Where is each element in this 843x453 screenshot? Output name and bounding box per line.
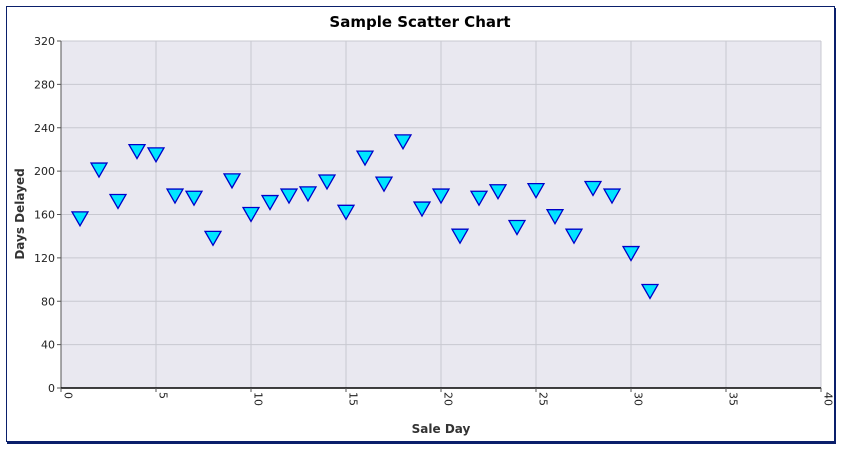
y-tick-label: 160 bbox=[34, 209, 55, 222]
y-tick-label: 80 bbox=[41, 295, 55, 308]
x-tick-label: 35 bbox=[726, 392, 739, 406]
data-point-marker bbox=[355, 150, 375, 167]
y-tick-label: 0 bbox=[48, 382, 55, 395]
y-tick-label: 40 bbox=[41, 339, 55, 352]
x-tick-label: 5 bbox=[156, 392, 169, 399]
data-point-marker bbox=[640, 283, 660, 300]
x-tick-label: 0 bbox=[61, 392, 74, 399]
data-point-marker bbox=[165, 188, 185, 205]
data-point-marker bbox=[621, 245, 641, 262]
data-point-marker bbox=[431, 188, 451, 205]
data-point-marker bbox=[89, 162, 109, 179]
x-axis-label: Sale Day bbox=[412, 422, 471, 436]
y-tick-label: 320 bbox=[34, 35, 55, 48]
data-point-marker bbox=[70, 211, 90, 228]
data-point-marker bbox=[184, 190, 204, 207]
data-point-marker bbox=[279, 188, 299, 205]
data-point-marker bbox=[526, 182, 546, 199]
grid-lines bbox=[60, 40, 822, 389]
x-tick-label: 15 bbox=[346, 392, 359, 406]
y-tick-label: 200 bbox=[34, 165, 55, 178]
y-tick-label: 240 bbox=[34, 122, 55, 135]
chart-title: Sample Scatter Chart bbox=[329, 13, 510, 31]
data-point-marker bbox=[336, 204, 356, 221]
x-tick-label: 20 bbox=[441, 392, 454, 406]
data-point-marker bbox=[450, 228, 470, 245]
tick-labels: 0 40 80 120 160 200 240 280 320 0 5 10 15 20 25 30 35 40 bbox=[34, 35, 834, 406]
data-point-marker bbox=[469, 190, 489, 207]
data-point-marker bbox=[545, 209, 565, 225]
data-point-marker bbox=[146, 147, 166, 164]
x-tick-label: 40 bbox=[821, 392, 834, 406]
x-tick-label: 10 bbox=[251, 392, 264, 406]
y-tick-label: 280 bbox=[34, 78, 55, 91]
data-point-marker bbox=[412, 201, 432, 218]
data-point-marker bbox=[374, 176, 394, 193]
y-axis-label: Days Delayed bbox=[13, 168, 27, 259]
data-point-marker bbox=[583, 180, 603, 197]
data-point-marker bbox=[203, 230, 223, 247]
data-points bbox=[70, 134, 660, 300]
data-point-marker bbox=[298, 186, 318, 203]
x-tick-label: 30 bbox=[631, 392, 644, 406]
data-point-marker bbox=[507, 219, 527, 236]
data-point-marker bbox=[260, 194, 280, 211]
data-point-marker bbox=[241, 206, 261, 223]
y-tick-label: 120 bbox=[34, 252, 55, 265]
data-point-marker bbox=[127, 143, 147, 160]
data-point-marker bbox=[602, 188, 622, 205]
data-point-marker bbox=[222, 173, 242, 190]
data-point-marker bbox=[488, 184, 508, 201]
data-point-marker bbox=[393, 134, 413, 151]
data-point-marker bbox=[108, 193, 128, 210]
data-point-marker bbox=[564, 228, 584, 245]
data-point-marker bbox=[317, 174, 337, 191]
x-tick-label: 25 bbox=[536, 392, 549, 406]
